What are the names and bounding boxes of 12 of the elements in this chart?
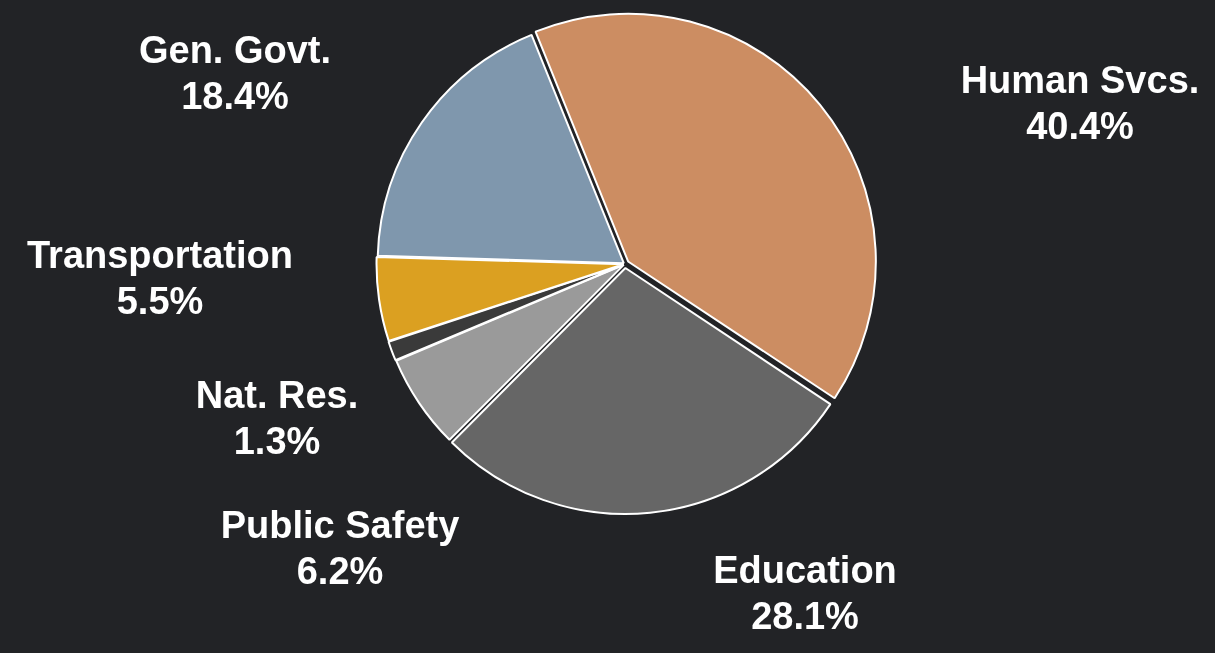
slice-label: Transportation: [26, 234, 294, 277]
slice-label: Education: [713, 549, 897, 592]
data-label: 6.2%: [296, 550, 384, 593]
slice-label: Nat. Res.: [195, 374, 359, 417]
slice-label: Human Svcs.: [960, 59, 1200, 102]
data-label: 18.4%: [181, 75, 289, 118]
data-label: 5.5%: [116, 280, 204, 323]
slice-label: Gen. Govt.: [138, 29, 332, 72]
data-label: 1.3%: [233, 420, 321, 463]
data-label: 28.1%: [751, 595, 859, 638]
data-label: 40.4%: [1026, 105, 1134, 148]
slice-label: Public Safety: [220, 504, 460, 547]
